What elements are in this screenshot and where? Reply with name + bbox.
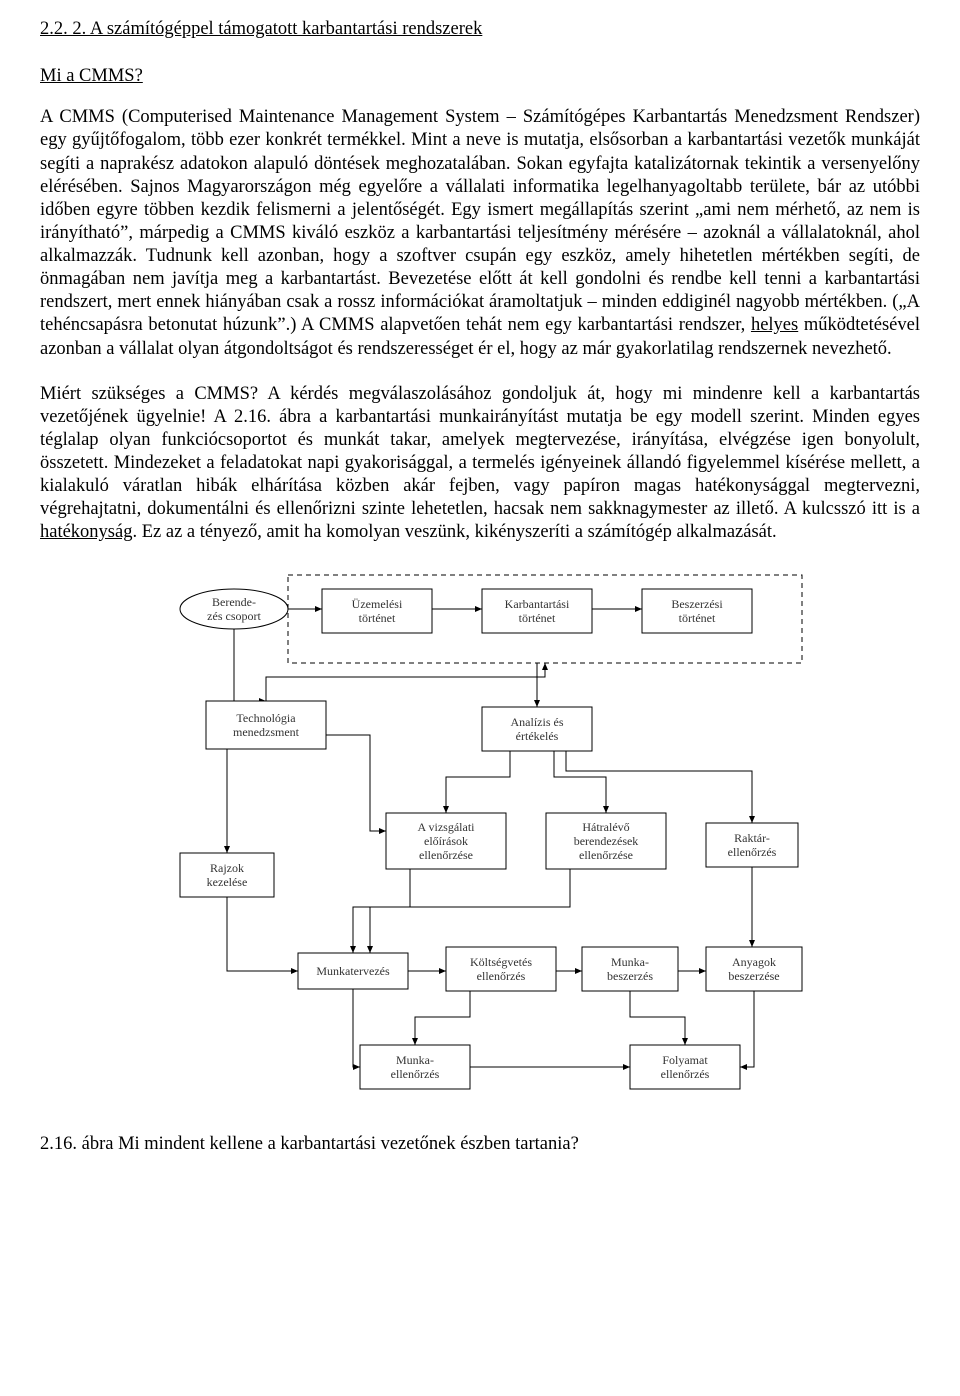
maintenance-flowchart: Berende-zés csoportÜzemelésitörténetKarb… xyxy=(150,567,810,1107)
svg-text:ellenőrzés: ellenőrzés xyxy=(728,845,777,859)
svg-text:beszerzés: beszerzés xyxy=(607,969,653,983)
svg-text:Költségvetés: Költségvetés xyxy=(470,955,532,969)
svg-text:ellenőrzés: ellenőrzés xyxy=(661,1067,710,1081)
svg-text:Analízis és: Analízis és xyxy=(511,715,564,729)
svg-text:Folyamat: Folyamat xyxy=(662,1053,708,1067)
svg-text:ellenőrzés: ellenőrzés xyxy=(477,969,526,983)
svg-text:berendezések: berendezések xyxy=(574,834,639,848)
svg-text:Hátralévő: Hátralévő xyxy=(582,820,629,834)
svg-text:történet: történet xyxy=(359,611,396,625)
svg-text:előírások: előírások xyxy=(424,834,468,848)
svg-text:zés csoport: zés csoport xyxy=(207,609,261,623)
svg-text:Rajzok: Rajzok xyxy=(210,861,244,875)
svg-text:beszerzése: beszerzése xyxy=(728,969,779,983)
svg-text:Berende-: Berende- xyxy=(212,595,256,609)
svg-text:Munka-: Munka- xyxy=(611,955,649,969)
svg-text:történet: történet xyxy=(519,611,556,625)
svg-text:értékelés: értékelés xyxy=(516,729,559,743)
svg-text:történet: történet xyxy=(679,611,716,625)
paragraph-1: A CMMS (Computerised Maintenance Managem… xyxy=(40,106,920,360)
svg-text:ellenőrzése: ellenőrzése xyxy=(419,848,473,862)
svg-text:Munka-: Munka- xyxy=(396,1053,434,1067)
paragraph-2-b: . Ez az a tényező, amit ha komolyan vesz… xyxy=(132,522,776,542)
svg-text:Karbantartási: Karbantartási xyxy=(505,597,570,611)
sub-heading: Mi a CMMS? xyxy=(40,65,920,88)
svg-text:A vizsgálati: A vizsgálati xyxy=(418,820,476,834)
svg-text:kezelése: kezelése xyxy=(207,875,248,889)
figure-caption: 2.16. ábra Mi mindent kellene a karbanta… xyxy=(40,1133,920,1156)
paragraph-2-a: Miért szükséges a CMMS? A kérdés megvála… xyxy=(40,384,920,520)
svg-text:ellenőrzése: ellenőrzése xyxy=(579,848,633,862)
section-heading: 2.2. 2. A számítógéppel támogatott karba… xyxy=(40,18,920,41)
svg-text:Anyagok: Anyagok xyxy=(732,955,776,969)
svg-text:Raktár-: Raktár- xyxy=(734,831,770,845)
paragraph-2: Miért szükséges a CMMS? A kérdés megvála… xyxy=(40,383,920,545)
paragraph-1-underlined: helyes xyxy=(751,315,798,335)
svg-text:Technológia: Technológia xyxy=(236,711,296,725)
svg-text:Munkatervezés: Munkatervezés xyxy=(316,964,390,978)
diagram-container: Berende-zés csoportÜzemelésitörténetKarb… xyxy=(40,567,920,1107)
svg-text:Üzemelési: Üzemelési xyxy=(352,597,403,611)
svg-text:ellenőrzés: ellenőrzés xyxy=(391,1067,440,1081)
svg-text:menedzsment: menedzsment xyxy=(233,725,300,739)
svg-text:Beszerzési: Beszerzési xyxy=(671,597,723,611)
paragraph-2-underlined: hatékonyság xyxy=(40,522,132,542)
paragraph-1-a: A CMMS (Computerised Maintenance Managem… xyxy=(40,107,920,335)
